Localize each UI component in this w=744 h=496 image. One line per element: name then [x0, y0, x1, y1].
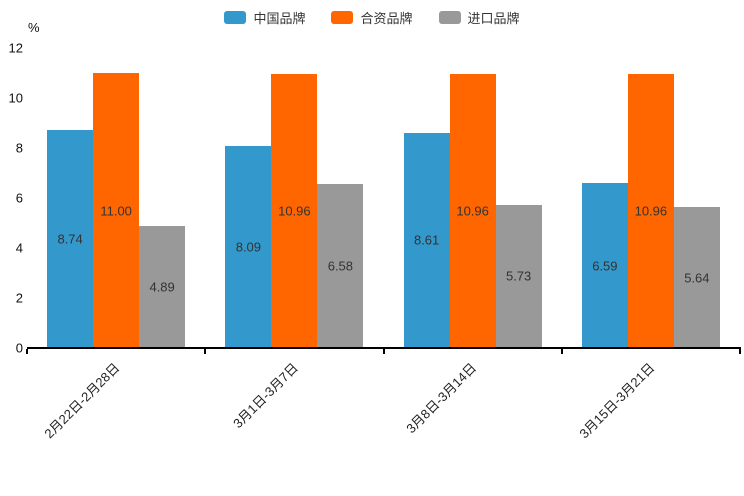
bar-group-1: 8.09 10.96 6.58	[205, 48, 383, 348]
bar-value-label: 10.96	[456, 203, 489, 219]
bar-group-2: 8.61 10.96 5.73	[384, 48, 562, 348]
x-tick-mark	[560, 349, 563, 354]
bar-value-label: 5.73	[505, 268, 532, 284]
y-axis-unit-label: %	[28, 20, 40, 35]
x-axis-line	[27, 347, 741, 349]
legend-swatch-icon	[224, 11, 247, 24]
bar-value-label: 11.00	[100, 203, 132, 218]
bar-value-label: 8.61	[413, 232, 440, 248]
y-tick-label: 12	[8, 40, 23, 56]
bar-series0-cat2: 8.61	[403, 132, 450, 348]
legend-item-2[interactable]: 进口品牌	[438, 8, 520, 27]
x-axis-label: 3月15日-3月21日	[576, 360, 658, 442]
bar-value-label: 10.96	[278, 203, 311, 219]
y-tick-label: 8	[15, 140, 23, 156]
bar-series2-cat0: 4.89	[139, 225, 186, 348]
bar-series0-cat1: 8.09	[225, 145, 272, 348]
legend-label: 中国品牌	[253, 11, 306, 26]
bar-series1-cat2: 10.96	[449, 74, 496, 348]
bar-series2-cat2: 5.73	[495, 204, 542, 348]
legend-swatch-icon	[331, 11, 354, 24]
x-axis-ticks	[26, 349, 741, 355]
x-axis-label: 3月8日-3月14日	[403, 360, 480, 437]
bar-series1-cat0: 11.00	[93, 73, 140, 348]
x-tick-mark	[382, 349, 385, 354]
y-axis-ticks: 0 2 4 6 8 10 12	[0, 41, 23, 356]
bar-value-label: 10.96	[634, 203, 668, 219]
legend-item-0[interactable]: 中国品牌	[224, 8, 305, 27]
bar-value-label: 4.89	[149, 279, 175, 295]
bar-series0-cat0: 8.74	[47, 129, 94, 348]
x-tick-mark	[26, 349, 28, 354]
legend-label: 合资品牌	[360, 11, 413, 26]
bar-group-3: 6.59 10.96 5.64	[562, 48, 740, 348]
y-tick-label: 10	[8, 90, 23, 106]
x-axis-label: 3月1日-3月7日	[230, 360, 302, 432]
bar-series1-cat1: 10.96	[271, 74, 318, 348]
x-tick-mark	[204, 349, 207, 354]
legend-swatch-icon	[438, 11, 461, 24]
legend-label: 进口品牌	[467, 11, 520, 26]
legend-item-1[interactable]: 合资品牌	[331, 8, 413, 27]
bar-series2-cat3: 5.64	[673, 207, 720, 348]
bar-value-label: 6.58	[327, 258, 354, 274]
bar-value-label: 5.64	[684, 270, 710, 285]
bar-value-label: 6.59	[592, 258, 618, 274]
y-tick-label: 2	[15, 290, 23, 306]
x-axis-label: 2月22日-2月28日	[41, 360, 123, 442]
legend: 中国品牌 合资品牌 进口品牌	[0, 8, 744, 27]
plot-area: 8.74 11.00 4.89 8.09 10.96 6.58 8.61 10.96 5.73 6…	[27, 48, 740, 348]
bar-series2-cat1: 6.58	[317, 183, 364, 348]
plot-wrap: 8.74 11.00 4.89 8.09 10.96 6.58 8.61 10.96 5.73 6…	[27, 48, 740, 348]
y-tick-label: 0	[15, 340, 23, 356]
y-tick-label: 6	[15, 190, 23, 206]
bar-value-label: 8.09	[235, 239, 262, 255]
bar-series1-cat3: 10.96	[627, 74, 674, 348]
y-tick-label: 4	[15, 240, 23, 256]
x-axis-labels: 2月22日-2月28日 3月1日-3月7日 3月8日-3月14日 3月15日-3月21…	[27, 352, 740, 482]
bar-group-0: 8.74 11.00 4.89	[27, 48, 205, 348]
bar-value-label: 8.74	[57, 231, 83, 247]
x-tick-mark	[739, 349, 741, 354]
bar-series0-cat3: 6.59	[581, 183, 628, 348]
